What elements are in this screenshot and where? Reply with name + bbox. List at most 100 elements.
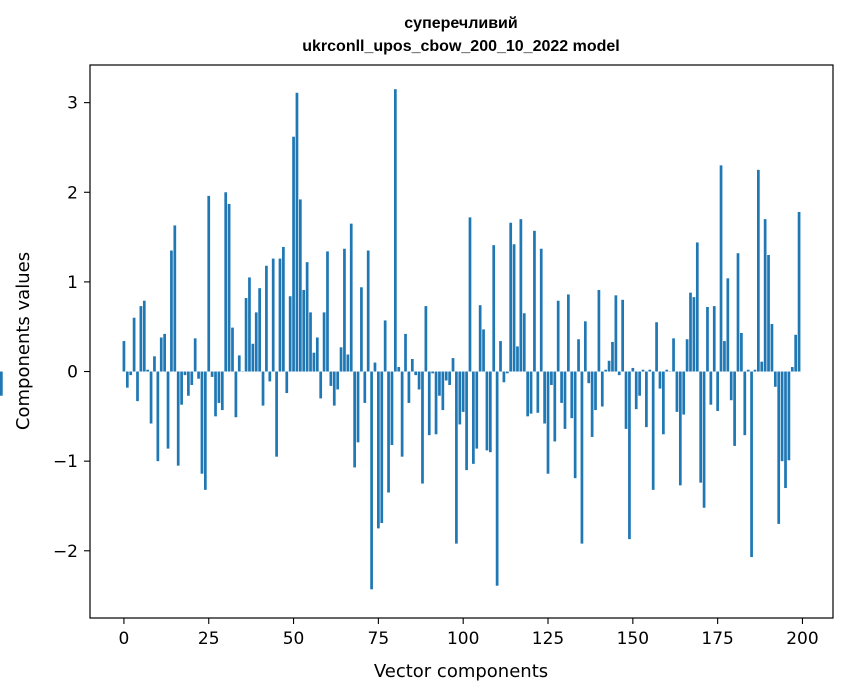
bar-160: [665, 369, 669, 372]
bar-80: [393, 89, 397, 372]
bar-40: [258, 288, 261, 372]
bar-172: [706, 306, 709, 372]
bar-131: [567, 294, 570, 372]
bar-107: [485, 371, 489, 451]
bar-76: [380, 371, 384, 523]
bar-109: [492, 245, 496, 372]
bar-73: [370, 371, 373, 590]
bar-10: [156, 371, 160, 462]
bar-152: [638, 371, 641, 396]
bar-13: [166, 371, 170, 449]
bar-17: [180, 371, 183, 405]
bar-37: [248, 277, 251, 372]
bar-28: [217, 371, 221, 403]
bar-129: [560, 371, 563, 403]
bar-7: [146, 369, 150, 372]
bar-114: [509, 222, 513, 372]
bar-119: [526, 371, 530, 417]
bar-45: [275, 371, 278, 457]
bar-187: [757, 169, 760, 372]
bar-72: [366, 250, 370, 372]
bar-103: [472, 371, 475, 464]
bar-141: [600, 371, 604, 407]
bar-14: [170, 250, 173, 372]
bar-139: [594, 371, 597, 411]
bar-85: [410, 358, 414, 372]
bar-111: [499, 341, 502, 372]
bar-121: [533, 230, 536, 372]
bar-0: [122, 341, 126, 372]
bar-118: [522, 313, 526, 372]
bar-21: [193, 338, 197, 372]
bar-69: [356, 371, 360, 443]
bar-193: [777, 371, 781, 524]
bar-23: [200, 371, 204, 474]
bar-137: [587, 371, 591, 384]
bar-144: [611, 341, 614, 372]
bar-173: [709, 371, 713, 405]
bar-196: [787, 371, 791, 461]
bar-34: [237, 355, 241, 372]
bar-16: [176, 371, 180, 466]
bar-29: [220, 371, 224, 411]
bar-2: [129, 371, 133, 376]
bar-133: [573, 371, 577, 479]
x-tick-label: 175: [701, 629, 733, 649]
chart-subtitle: ukrconll_upos_cbow_200_10_2022 model: [302, 38, 619, 55]
bar-163: [675, 371, 679, 412]
bar-57: [315, 337, 319, 372]
bar-44: [271, 258, 275, 372]
bar-11: [159, 337, 163, 372]
bar-126: [550, 371, 553, 385]
x-tick-label: 50: [283, 629, 305, 649]
bar-171: [702, 371, 706, 508]
x-tick-label: 0: [119, 629, 130, 649]
bar-79: [390, 371, 394, 446]
y-tick-label: 3: [67, 94, 78, 114]
bar-96: [448, 371, 451, 385]
bar-120: [529, 371, 533, 414]
bar-67: [349, 223, 353, 372]
bar-77: [383, 320, 387, 372]
bar-167: [689, 292, 692, 372]
bar-146: [617, 371, 621, 376]
bar-64: [339, 347, 343, 372]
bar-100: [461, 371, 465, 412]
bar-125: [546, 371, 550, 474]
bar-128: [556, 300, 560, 372]
bar-145: [614, 295, 618, 372]
y-axis-label: Components values: [13, 252, 34, 430]
bar-104: [475, 371, 479, 449]
bar-71: [363, 371, 367, 403]
bar-25: [207, 195, 211, 372]
bar-105: [478, 305, 482, 372]
bar-124: [543, 371, 546, 424]
bar-32: [231, 327, 234, 372]
chart-title: суперечливий: [404, 15, 517, 32]
bar-91: [431, 371, 435, 374]
bar-8: [149, 371, 153, 424]
bar-142: [604, 369, 608, 372]
bar-199: [797, 211, 801, 372]
bar-65: [343, 248, 346, 372]
bar-101: [465, 371, 468, 471]
bar-102: [468, 217, 472, 372]
bar-159: [662, 371, 665, 435]
bar-1: [125, 371, 129, 388]
bar-86: [414, 371, 418, 376]
y-tick-label: 0: [67, 363, 78, 383]
bar-33: [234, 371, 238, 418]
bar-98: [455, 371, 458, 544]
bar-5: [139, 306, 143, 372]
bar-4: [136, 371, 139, 402]
bar-50: [292, 136, 295, 372]
bar-165: [682, 371, 686, 415]
bar-81: [397, 367, 401, 372]
bar-112: [502, 371, 506, 383]
bar-183: [743, 371, 747, 436]
bar-143: [607, 360, 611, 372]
bar-41: [261, 371, 265, 406]
bar-53: [302, 289, 306, 372]
y-axis-ticks: −2 −1 0 1 2 3: [53, 94, 90, 562]
x-tick-label: 25: [198, 629, 220, 649]
